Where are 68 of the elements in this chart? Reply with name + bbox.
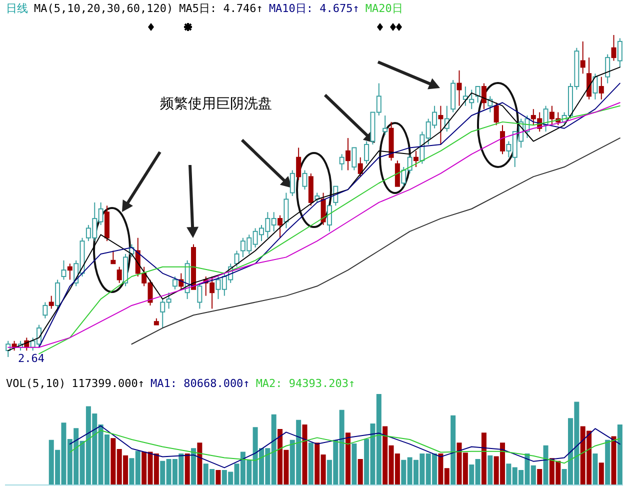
bar	[611, 436, 616, 485]
candlestick	[586, 57, 592, 100]
candlestick	[320, 192, 326, 226]
candlestick	[67, 263, 72, 280]
candlestick	[605, 54, 610, 84]
candlestick	[617, 38, 622, 68]
bar	[191, 448, 196, 485]
candlestick	[284, 192, 289, 229]
candlestick	[494, 102, 499, 126]
candlestick	[116, 266, 122, 284]
bar	[450, 415, 456, 485]
text: MA20日	[365, 0, 403, 16]
candlestick	[278, 214, 283, 238]
candlestick	[475, 86, 480, 104]
candlestick	[290, 170, 295, 196]
candlestick	[611, 35, 616, 62]
bar	[184, 454, 190, 485]
candlestick	[48, 295, 54, 310]
bar	[605, 440, 610, 485]
candlestick	[592, 73, 598, 100]
candlestick	[197, 282, 202, 310]
bar	[358, 459, 363, 485]
bar	[543, 445, 548, 485]
candlestick	[346, 138, 351, 171]
chart-title: 日线	[6, 0, 28, 16]
candlestick	[481, 82, 486, 110]
bar	[197, 442, 202, 485]
bar	[488, 455, 493, 485]
candlestick	[394, 160, 400, 187]
bar	[308, 442, 314, 485]
candlestick	[55, 279, 60, 310]
candlestick	[580, 40, 586, 74]
annotation: 2.64	[18, 352, 44, 365]
text: MA2: 94393.203↑	[256, 376, 356, 390]
candlestick	[358, 156, 363, 178]
candlestick	[42, 302, 48, 319]
text: MA10日: 4.675↑	[268, 0, 360, 16]
bar	[346, 432, 351, 485]
candlestick	[339, 154, 344, 171]
text: 117399.000↑	[72, 376, 144, 390]
bar	[352, 444, 357, 485]
bar	[302, 424, 308, 485]
candlestick	[352, 147, 357, 171]
candlestick	[110, 250, 116, 264]
chart-subtitle: MA(5,10,20,30,60,120)	[34, 2, 174, 14]
bar	[598, 462, 604, 485]
candlestick	[296, 147, 302, 180]
candlestick	[364, 140, 370, 164]
candlestick	[302, 170, 308, 190]
candlestick	[326, 205, 332, 232]
candlestick	[598, 76, 604, 100]
bar	[481, 432, 486, 485]
candlestick	[456, 70, 462, 106]
annotation: 频繁使用巨阴洗盘	[160, 95, 272, 113]
candlestick	[413, 150, 418, 168]
candlestick	[61, 260, 66, 280]
bar	[537, 469, 542, 485]
candlestick	[500, 124, 506, 155]
candlestick	[234, 250, 240, 268]
chart-title: VOL(5,10)	[6, 376, 66, 390]
text: MA5日: 4.746↑	[179, 0, 263, 16]
candlestick	[382, 115, 388, 136]
candlestick	[438, 105, 444, 145]
bar	[617, 424, 622, 485]
text: MA1: 80668.000↑	[150, 376, 250, 390]
candlestick	[172, 276, 178, 290]
bar	[592, 454, 598, 485]
bar	[216, 470, 221, 485]
